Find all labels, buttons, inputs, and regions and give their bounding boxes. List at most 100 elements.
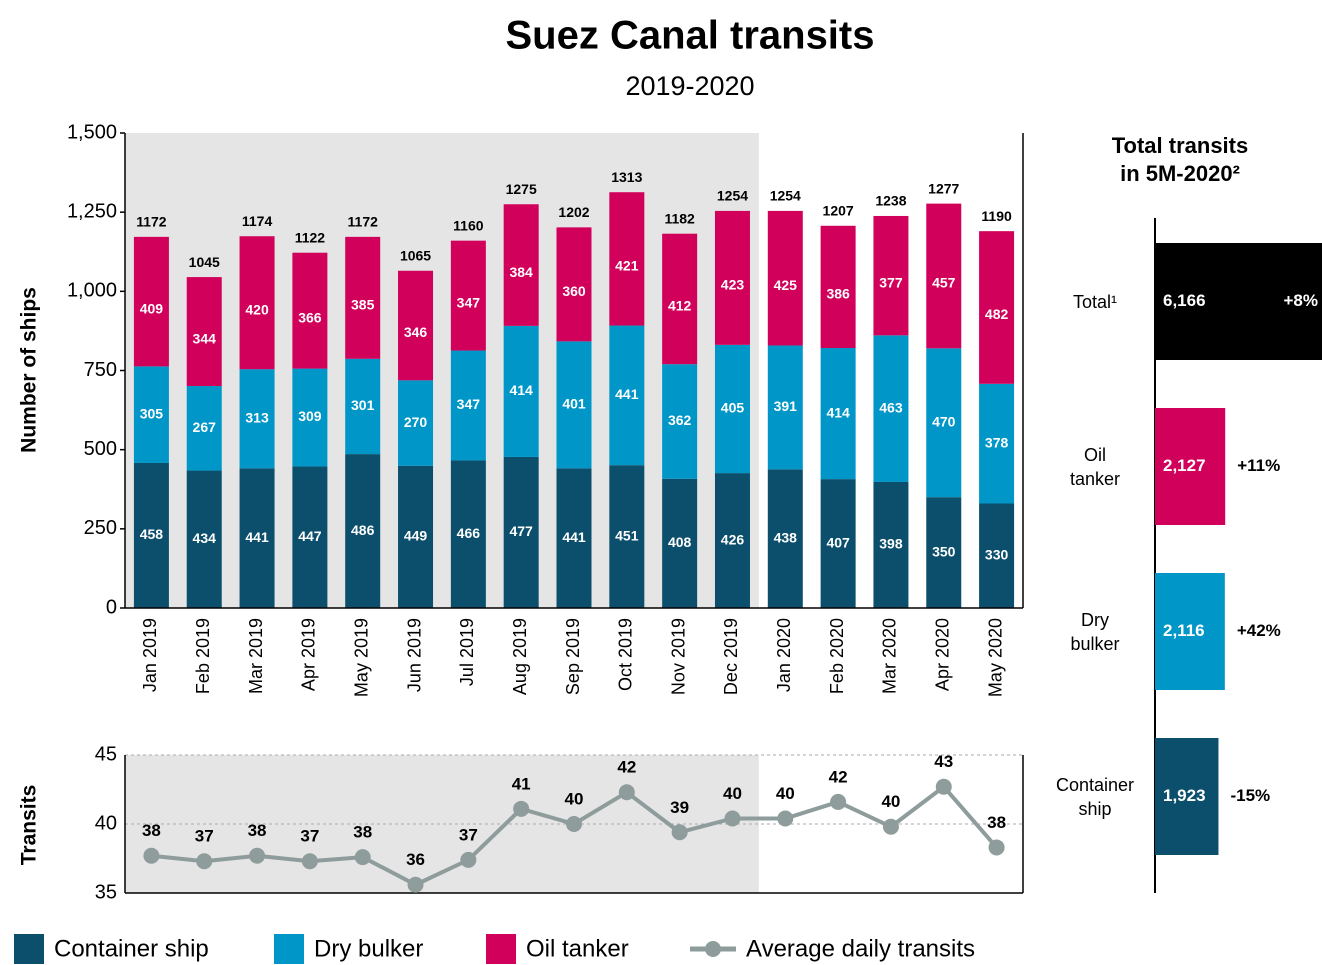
data-label: 313 — [245, 409, 269, 425]
bar-segment — [345, 454, 381, 608]
bar-segment — [873, 335, 909, 482]
data-label: 1,923 — [1163, 786, 1206, 805]
data-label: 38 — [353, 823, 372, 842]
data-label: 458 — [140, 526, 164, 542]
bar-segment — [662, 364, 698, 479]
data-label: 438 — [774, 529, 798, 545]
data-label: 401 — [562, 396, 586, 412]
point — [566, 816, 582, 832]
legend-swatch — [274, 934, 304, 964]
total-label: 1172 — [136, 214, 167, 230]
data-label: 421 — [615, 258, 639, 274]
panel-title: in 5M-2020² — [1120, 161, 1240, 186]
data-label: 366 — [298, 309, 322, 325]
bar-segment — [133, 462, 169, 608]
data-label: 40 — [881, 792, 900, 811]
category-label: Total¹ — [1072, 291, 1117, 312]
bar-segment — [979, 383, 1015, 504]
x-tick-label: Dec 2019 — [721, 618, 741, 695]
bar-segment — [767, 210, 803, 346]
data-label: 391 — [774, 398, 798, 414]
bar-segment — [873, 215, 909, 336]
total-label: 1045 — [189, 254, 220, 270]
data-label: 420 — [245, 301, 269, 317]
bar-segment — [662, 233, 698, 365]
y-tick-label: 500 — [84, 438, 117, 460]
bar-segment — [714, 344, 750, 474]
data-label: 309 — [298, 408, 322, 424]
x-tick-label: Sep 2019 — [563, 618, 583, 695]
legend-label: Container ship — [54, 935, 209, 962]
data-label: 37 — [459, 825, 478, 844]
y-tick-label: 45 — [95, 743, 117, 765]
data-label: 40 — [723, 784, 742, 803]
y-axis-label: Number of ships — [18, 287, 41, 453]
data-label: 385 — [351, 297, 375, 313]
data-label: 40 — [776, 784, 795, 803]
data-label: 386 — [826, 286, 850, 302]
point — [513, 800, 530, 817]
x-tick-label: Jul 2019 — [457, 618, 477, 686]
total-label: 1172 — [348, 214, 379, 230]
x-tick-label: Apr 2020 — [933, 618, 953, 691]
bar-segment — [714, 210, 750, 345]
change-label: -15% — [1230, 786, 1270, 805]
bar — [1155, 243, 1322, 360]
legend-swatch — [486, 934, 516, 964]
point — [460, 851, 477, 868]
data-label: 378 — [985, 434, 1009, 450]
data-label: 2,116 — [1163, 621, 1205, 640]
data-label: 360 — [562, 283, 586, 299]
data-label: 423 — [721, 277, 745, 293]
bar-segment — [820, 479, 856, 608]
bar-segment — [239, 369, 275, 469]
bar-segment — [503, 204, 539, 326]
total-label: 1160 — [453, 217, 484, 233]
legend-swatch — [705, 941, 721, 957]
bar-segment — [503, 325, 539, 457]
data-label: 426 — [721, 531, 745, 547]
point — [196, 853, 213, 870]
y-tick-label: 0 — [106, 596, 117, 618]
y-tick-label: 250 — [84, 517, 117, 539]
data-label: 270 — [404, 414, 428, 430]
data-label: 38 — [987, 813, 1006, 832]
bar-segment — [979, 503, 1015, 608]
data-label: 41 — [512, 774, 531, 793]
category-label: Dry bulker — [1070, 609, 1120, 654]
point — [935, 778, 952, 795]
bar-segment — [926, 348, 962, 498]
legend-label: Dry bulker — [314, 935, 423, 962]
bar-segment — [767, 469, 803, 608]
data-label: 449 — [404, 528, 428, 544]
point — [724, 810, 741, 827]
bar-segment — [398, 465, 434, 608]
data-label: 409 — [140, 300, 164, 316]
data-label: 414 — [826, 404, 850, 420]
x-tick-label: Feb 2019 — [193, 618, 213, 694]
data-label: 377 — [879, 274, 903, 290]
panel-title: Total transits — [1111, 133, 1249, 158]
data-label: 38 — [142, 821, 161, 840]
y-tick-label: 1,000 — [67, 280, 117, 302]
category-label: Container ship — [1055, 774, 1135, 819]
data-label: 405 — [721, 400, 745, 416]
data-label: 470 — [932, 413, 956, 429]
data-label: 384 — [509, 264, 533, 280]
data-label: 347 — [457, 294, 481, 310]
point — [143, 847, 160, 864]
data-label: 267 — [193, 419, 217, 435]
point — [249, 847, 266, 864]
bar-segment — [450, 240, 486, 351]
total-label: 1254 — [770, 188, 801, 204]
bar-segment — [239, 236, 275, 370]
bar-segment — [714, 473, 750, 608]
total-label: 1122 — [295, 229, 326, 245]
x-tick-label: Feb 2020 — [827, 618, 847, 694]
data-label: 486 — [351, 522, 375, 538]
x-tick-label: Jun 2019 — [404, 618, 424, 692]
bar-segment — [767, 345, 803, 470]
data-label: 350 — [932, 543, 956, 559]
bar-segment — [186, 386, 222, 471]
bar-segment — [662, 478, 698, 608]
